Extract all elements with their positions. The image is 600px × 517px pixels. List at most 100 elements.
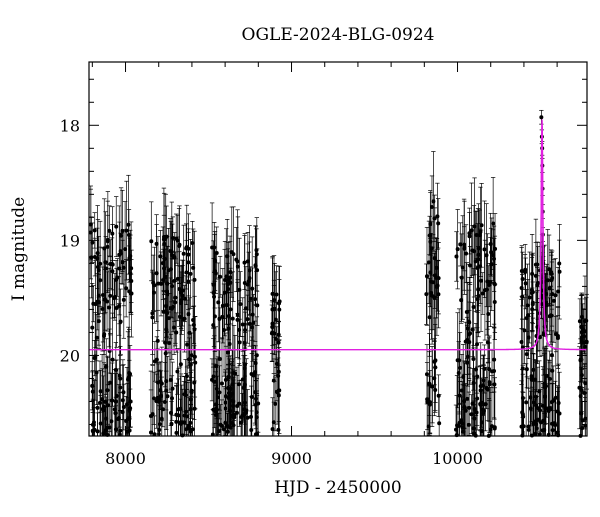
data-point: [170, 236, 175, 241]
data-point: [230, 316, 235, 321]
data-point: [164, 388, 169, 393]
data-point: [270, 291, 275, 296]
data-point: [520, 277, 525, 282]
data-point: [182, 413, 187, 418]
data-point: [148, 430, 153, 435]
data-point: [472, 224, 477, 229]
data-point: [250, 312, 255, 317]
data-point: [468, 263, 473, 268]
data-point: [427, 315, 432, 320]
data-point: [177, 244, 182, 249]
data-point: [524, 400, 529, 405]
data-point: [550, 421, 555, 426]
data-point: [105, 239, 110, 244]
data-point: [466, 422, 471, 427]
x-axis-label: HJD - 2450000: [274, 478, 402, 498]
data-point: [486, 311, 491, 316]
data-point: [457, 393, 462, 398]
data-point: [185, 342, 190, 347]
data-point: [219, 381, 224, 386]
data-point: [455, 247, 460, 252]
data-point: [248, 414, 253, 419]
data-point: [160, 261, 165, 266]
data-point: [109, 419, 114, 424]
data-point: [186, 252, 191, 257]
data-point: [107, 228, 112, 233]
model-curve-peak: [531, 119, 553, 349]
data-point: [490, 369, 495, 374]
data-point: [240, 322, 245, 327]
data-point: [110, 357, 115, 362]
data-point: [119, 251, 124, 256]
data-point: [121, 390, 126, 395]
data-point: [544, 373, 549, 378]
data-point: [476, 293, 481, 298]
data-point: [272, 298, 277, 303]
data-point: [114, 277, 119, 282]
data-point: [225, 350, 230, 355]
data-point: [103, 399, 108, 404]
data-point: [193, 360, 198, 365]
data-point: [174, 236, 179, 241]
data-point: [521, 414, 526, 419]
data-point: [184, 393, 189, 398]
data-point: [223, 377, 228, 382]
data-point: [229, 413, 234, 418]
data-point: [276, 427, 281, 432]
data-point: [110, 261, 115, 266]
data-point: [584, 318, 589, 323]
data-point: [169, 421, 174, 426]
data-point: [577, 385, 582, 390]
data-point: [242, 407, 247, 412]
data-point: [120, 260, 125, 265]
data-point: [156, 396, 161, 401]
data-point: [214, 406, 219, 411]
data-point: [157, 422, 162, 427]
data-point: [88, 222, 93, 227]
data-point: [151, 290, 156, 295]
data-point: [553, 293, 558, 298]
data-point: [478, 229, 483, 234]
data-point: [526, 313, 531, 318]
data-point: [277, 307, 282, 312]
data-point: [456, 371, 461, 376]
data-point: [429, 246, 434, 251]
data-point: [251, 320, 256, 325]
data-point: [471, 305, 476, 310]
data-point: [549, 353, 554, 358]
data-point: [217, 316, 222, 321]
data-point: [174, 412, 179, 417]
data-point: [277, 299, 282, 304]
data-point: [226, 277, 231, 282]
data-point: [458, 242, 463, 247]
data-point: [467, 231, 472, 236]
data-point: [470, 327, 475, 332]
data-point: [488, 279, 493, 284]
data-point: [235, 264, 240, 269]
data-point: [171, 304, 176, 309]
data-point: [525, 303, 530, 308]
data-point: [240, 377, 245, 382]
data-point: [188, 397, 193, 402]
data-point: [480, 291, 485, 296]
data-point: [529, 374, 534, 379]
data-point: [107, 305, 112, 310]
data-point: [250, 286, 255, 291]
data-point: [481, 411, 486, 416]
data-point: [465, 354, 470, 359]
data-point: [483, 402, 488, 407]
data-point: [485, 340, 490, 345]
data-point: [178, 362, 183, 367]
x-tick-label: 9000: [271, 449, 312, 468]
data-point: [459, 388, 464, 393]
data-point: [228, 393, 233, 398]
data-point: [523, 281, 528, 286]
data-point: [228, 307, 233, 312]
data-point: [159, 416, 164, 421]
data-point: [184, 270, 189, 275]
data-point: [155, 338, 160, 343]
data-point: [469, 412, 474, 417]
data-point: [276, 393, 281, 398]
y-axis-label: I magnitude: [9, 197, 29, 301]
data-point: [231, 423, 236, 428]
